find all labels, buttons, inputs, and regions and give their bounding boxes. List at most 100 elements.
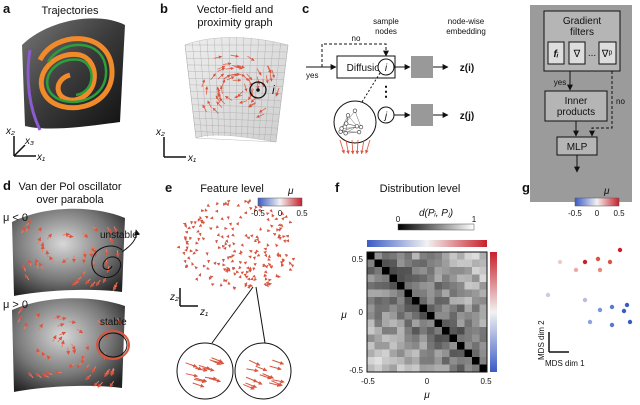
vertex	[352, 108, 358, 113]
vector	[228, 222, 232, 227]
matrix-cell	[434, 364, 443, 373]
point	[617, 247, 623, 253]
point	[621, 308, 627, 314]
matrix-cell	[419, 252, 428, 260]
matrix-cell	[419, 357, 428, 365]
vector	[97, 319, 103, 326]
matrix-cell	[472, 297, 480, 305]
matrix-cell	[449, 334, 458, 343]
vector	[235, 222, 240, 226]
edge	[340, 131, 360, 133]
vector	[284, 214, 288, 218]
vector	[76, 362, 82, 369]
vector	[253, 208, 257, 213]
edge	[345, 131, 360, 134]
colorbar	[257, 197, 303, 207]
zoom-vectors	[185, 357, 285, 390]
vector	[35, 372, 42, 379]
matrix-cell	[434, 297, 443, 305]
matrix-cell	[404, 282, 413, 290]
y-tick-label: 0	[359, 308, 364, 317]
matrix-cell	[464, 252, 473, 260]
matrix-cell	[367, 274, 375, 283]
vector	[85, 278, 91, 285]
node	[256, 88, 260, 92]
vector	[244, 282, 248, 286]
vector	[198, 223, 203, 228]
colorbar	[490, 252, 497, 372]
matrix-cell	[457, 319, 465, 328]
vector	[57, 323, 65, 327]
vector	[246, 368, 259, 373]
vector	[194, 277, 199, 281]
matrix-cell	[374, 297, 383, 305]
connector	[211, 286, 254, 344]
box-label: products	[557, 107, 595, 118]
matrix-cell	[412, 342, 420, 350]
matrix-cell	[427, 319, 435, 328]
matrix-cell	[404, 349, 413, 358]
matrix-cell	[412, 282, 420, 290]
vector	[28, 372, 34, 379]
edge	[341, 110, 356, 129]
vector	[82, 232, 89, 238]
matrix-cell	[374, 304, 383, 313]
vector	[284, 253, 289, 258]
matrix-cell	[427, 267, 435, 275]
vector	[40, 245, 45, 253]
matrix-cell	[427, 364, 435, 373]
grid-line	[195, 137, 277, 143]
matrix-cell	[479, 267, 488, 275]
matrix-cell	[389, 297, 398, 305]
colorbar-label: μ	[287, 186, 294, 197]
vector	[272, 359, 285, 365]
vector	[232, 249, 237, 253]
vector	[231, 233, 235, 237]
box	[544, 90, 608, 122]
matrix-cell	[442, 319, 450, 328]
matrix-cell	[442, 267, 450, 275]
matrix-cell	[397, 342, 405, 350]
vector	[46, 355, 53, 362]
point	[609, 322, 615, 328]
vector	[272, 233, 277, 237]
vector	[238, 260, 243, 265]
vector	[216, 101, 223, 108]
vector	[230, 54, 239, 58]
condition-label: μ > 0	[3, 299, 28, 311]
panel-title: Feature level	[200, 183, 264, 195]
condition-label: μ < 0	[3, 212, 28, 224]
matrix-cell	[382, 259, 390, 268]
box	[598, 41, 617, 65]
vector	[269, 365, 282, 371]
matrix-cell	[434, 357, 443, 365]
matrix-cell	[397, 319, 405, 328]
vector	[201, 237, 206, 241]
matrix-cell	[374, 319, 383, 328]
vector	[223, 74, 231, 80]
matrix-cell	[404, 304, 413, 313]
vector	[105, 320, 111, 328]
matrix-cell	[412, 297, 420, 305]
vector	[282, 239, 287, 244]
matrix-cell	[449, 267, 458, 275]
vector	[220, 216, 224, 221]
matrix-cell	[427, 259, 435, 268]
vector	[209, 216, 214, 220]
vector-field	[339, 139, 371, 155]
grid-line	[221, 37, 225, 136]
point	[607, 259, 613, 265]
matrix-cell	[442, 364, 450, 373]
matrix-cell	[442, 304, 450, 313]
matrix-cell	[464, 319, 473, 328]
vector	[235, 270, 240, 274]
vector	[217, 73, 225, 80]
vector	[199, 215, 203, 220]
vector	[365, 139, 371, 154]
vector	[216, 233, 220, 237]
vector	[271, 70, 276, 79]
vector	[248, 359, 261, 366]
trajectory	[37, 36, 115, 111]
axis-label: x₂	[5, 126, 15, 137]
vector	[288, 261, 293, 266]
